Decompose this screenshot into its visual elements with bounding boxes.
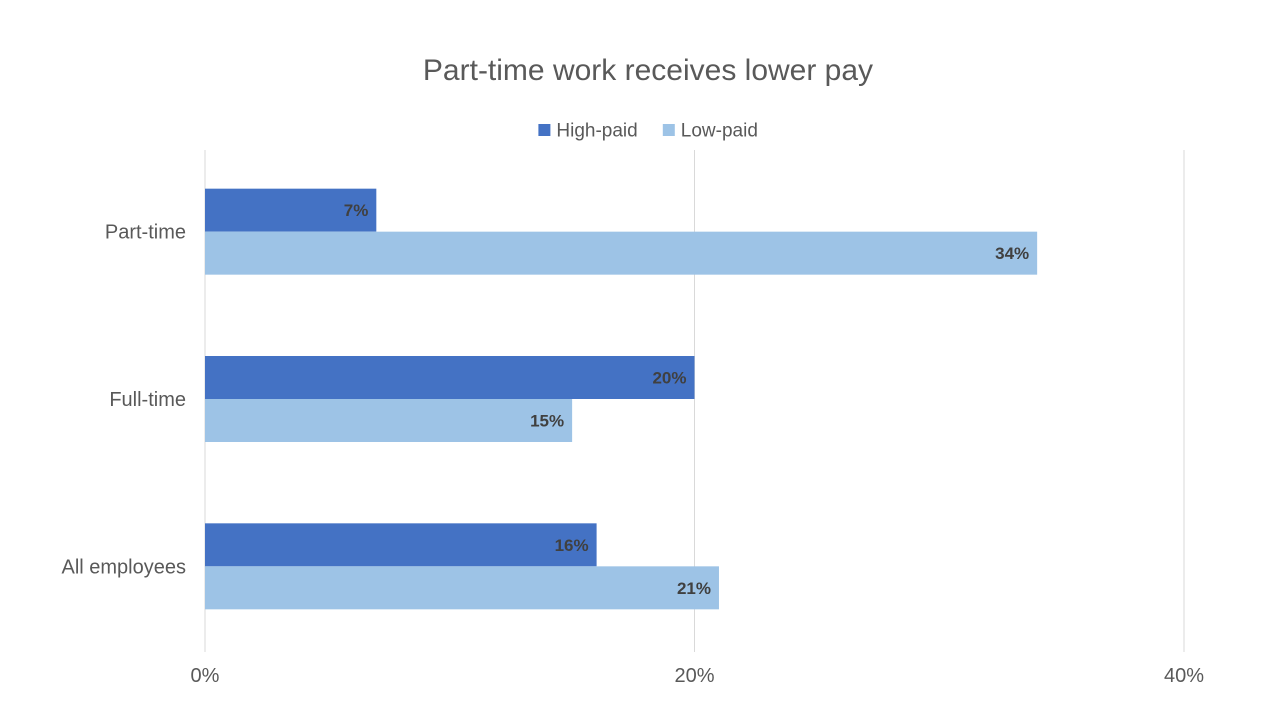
x-tick-label-0: 0%: [191, 665, 220, 687]
bar-full-time-high-paid: [205, 356, 695, 399]
legend-label-high-paid: High-paid: [556, 121, 637, 142]
bars: 7% 34% 20% 15% 16% 21%: [205, 188, 1038, 610]
legend: High-paid Low-paid: [538, 121, 758, 142]
data-label-full-time-low-paid: 15%: [530, 412, 564, 431]
category-labels: Part-time Full-time All employees: [61, 222, 186, 579]
data-label-part-time-low-paid: 34%: [995, 244, 1029, 263]
data-label-full-time-high-paid: 20%: [652, 369, 686, 388]
x-tick-label-40: 40%: [1164, 665, 1204, 687]
x-tick-label-20: 20%: [674, 665, 714, 687]
data-label-part-time-high-paid: 7%: [344, 201, 369, 220]
data-label-all-employees-low-paid: 21%: [677, 579, 711, 598]
legend-swatch-low-paid: [662, 124, 675, 136]
legend-swatch-high-paid: [538, 124, 551, 136]
bar-all-employees-high-paid: [205, 523, 597, 567]
bar-part-time-low-paid: [205, 231, 1038, 275]
data-label-all-employees-high-paid: 16%: [555, 536, 589, 555]
bar-full-time-low-paid: [205, 399, 573, 442]
bar-part-time-high-paid: [205, 188, 377, 232]
category-label-part-time: Part-time: [105, 222, 186, 244]
x-axis-tick-labels: 0% 20% 40%: [191, 665, 1205, 687]
category-label-all-employees: All employees: [61, 556, 186, 578]
chart-title: Part-time work receives lower pay: [423, 54, 873, 87]
legend-label-low-paid: Low-paid: [681, 121, 758, 142]
bar-all-employees-low-paid: [205, 566, 719, 610]
category-label-full-time: Full-time: [109, 389, 186, 411]
